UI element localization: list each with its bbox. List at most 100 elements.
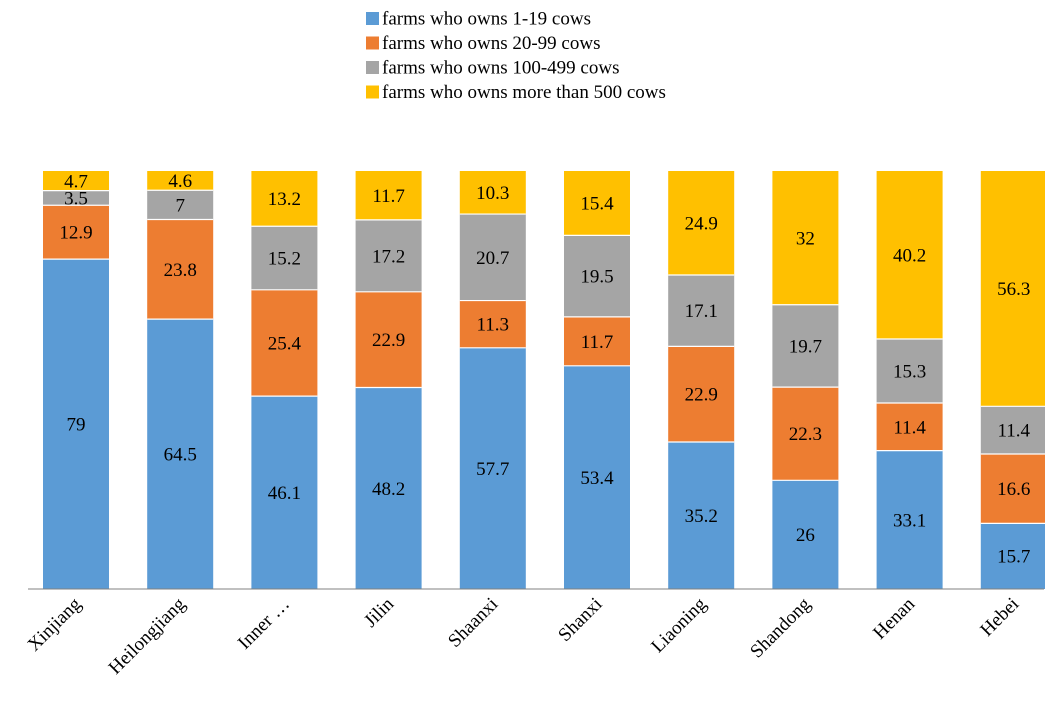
data-label: 15.3 (893, 362, 926, 383)
data-label: 48.2 (372, 479, 405, 500)
data-label: 15.4 (580, 194, 614, 215)
data-label: 10.3 (476, 183, 509, 204)
data-label: 3.5 (64, 188, 88, 209)
bar-segment-shanxi-2 (564, 316, 630, 366)
bar-segment-shandong-1 (772, 480, 839, 589)
data-label: 7 (175, 195, 185, 216)
bar-segment-henan-1 (876, 450, 943, 589)
data-label: 11.4 (893, 417, 926, 438)
bar-segment-hebei-2 (980, 453, 1045, 524)
bar-segment-shandong-3 (772, 304, 839, 388)
bar-segment-liaoning-1 (668, 442, 735, 589)
data-label: 35.2 (685, 506, 718, 527)
x-tick-label: Heilongjiang (105, 593, 190, 678)
bar-segment-heilongjiang-1 (147, 319, 214, 589)
bar-segment-shaanxi-4 (459, 171, 526, 215)
plot-area: 79 12.9 3.54.7 64.5 23.8 7 4.6 46.1 25.4 15.2 13.2… (43, 171, 1045, 589)
data-label: 11.3 (477, 315, 510, 336)
bar-segment-hebei-1 (980, 523, 1045, 589)
data-label: 13.2 (268, 189, 301, 210)
x-tick-label: Hebei (976, 594, 1023, 641)
bar-segment-shaanxi-2 (459, 300, 526, 348)
data-label: 11.4 (998, 421, 1031, 442)
legend-label-4: farms who owns more than 500 cows (382, 82, 666, 103)
data-label: 32 (796, 228, 815, 249)
x-tick-label: Shandong (746, 593, 815, 662)
bar-segment-heilongjiang-2 (147, 219, 214, 320)
data-label: 20.7 (476, 248, 509, 269)
data-label: 19.5 (580, 267, 613, 288)
data-label: 33.1 (893, 510, 926, 531)
data-label: 11.7 (372, 186, 405, 207)
legend: farms who owns 1-19 cows farms who owns 2… (366, 9, 666, 103)
data-label: 17.1 (685, 301, 718, 322)
data-label: 4.6 (168, 171, 192, 192)
data-label: 57.7 (476, 459, 509, 480)
data-label: 64.5 (164, 445, 197, 466)
bar-segment-shanxi-4 (564, 171, 630, 236)
legend-swatch-3 (366, 61, 379, 74)
bar-segment-shanxi-1 (564, 365, 630, 589)
bar-segment-liaoning-3 (668, 274, 735, 347)
bar-segment-shanxi-3 (564, 235, 630, 317)
data-label: 22.3 (789, 424, 822, 445)
data-label: 56.3 (997, 279, 1030, 300)
x-tick-label: Henan (869, 593, 919, 643)
bar-segment-heilongjiang-4 (147, 171, 214, 191)
legend-label-3: farms who owns 100-499 cows (382, 58, 619, 79)
data-label: 79 (67, 415, 86, 436)
data-label: 23.8 (164, 260, 197, 281)
data-label: 26 (796, 525, 815, 546)
bar-segment-henan-3 (876, 339, 943, 403)
bar-segment-jilin-2 (355, 291, 422, 388)
bar-segment-inner-4 (251, 171, 318, 227)
data-label: 15.7 (997, 547, 1030, 568)
x-tick-label: Jilin (360, 593, 398, 631)
legend-swatch-4 (366, 85, 379, 99)
bar-segment-jilin-4 (355, 171, 422, 220)
bar-segment-xinjiang-2 (43, 205, 109, 260)
data-label: 16.6 (997, 479, 1030, 500)
bar-segment-liaoning-2 (668, 346, 735, 443)
bar-segment-shaanxi-3 (459, 214, 526, 301)
legend-swatch-2 (366, 36, 379, 50)
bar-segment-inner-3 (251, 226, 318, 290)
bar-segment-xinjiang-4 (43, 171, 109, 191)
data-label: 53.4 (580, 468, 614, 489)
data-label: 11.7 (581, 332, 614, 353)
bar-segment-shandong-4 (772, 171, 839, 305)
data-label: 40.2 (893, 246, 926, 267)
data-label: 12.9 (59, 223, 92, 244)
bar-segment-hebei-3 (980, 406, 1045, 454)
x-tick-label: Shaanxi (444, 594, 502, 652)
bar-segment-liaoning-4 (668, 171, 735, 275)
data-label: 25.4 (268, 333, 302, 354)
bar-segment-inner-1 (251, 396, 318, 589)
x-axis-tick-labels: Xinjiang Heilongjiang Inner … Jilin Shaanxi S… (24, 593, 1024, 678)
bar-segment-jilin-1 (355, 387, 422, 589)
data-label: 22.9 (372, 330, 405, 351)
data-label: 15.2 (268, 249, 301, 270)
x-tick-label: Shanxi (554, 594, 606, 646)
data-label: 24.9 (685, 213, 718, 234)
data-label: 46.1 (268, 483, 301, 504)
bar-segment-hebei-4 (980, 171, 1045, 407)
bar-segment-shandong-2 (772, 387, 839, 481)
bar-segment-henan-2 (876, 402, 943, 451)
bar-segment-heilongjiang-3 (147, 190, 214, 220)
bar-segment-inner-2 (251, 289, 318, 397)
data-label: 22.9 (685, 385, 718, 406)
data-label: 17.2 (372, 246, 405, 267)
bar-segment-henan-4 (876, 171, 943, 340)
data-label: 4.7 (64, 171, 88, 192)
bar-segment-xinjiang-3 (43, 190, 109, 206)
legend-swatch-1 (366, 12, 379, 25)
bar-segment-jilin-3 (355, 219, 422, 292)
legend-label-2: farms who owns 20-99 cows (382, 33, 600, 54)
bar-segment-shaanxi-1 (459, 347, 526, 589)
x-tick-label: Xinjiang (24, 593, 86, 655)
x-tick-label: Inner … (234, 594, 294, 654)
bar-segment-xinjiang-1 (43, 259, 109, 589)
x-tick-label: Liaoning (647, 593, 711, 657)
